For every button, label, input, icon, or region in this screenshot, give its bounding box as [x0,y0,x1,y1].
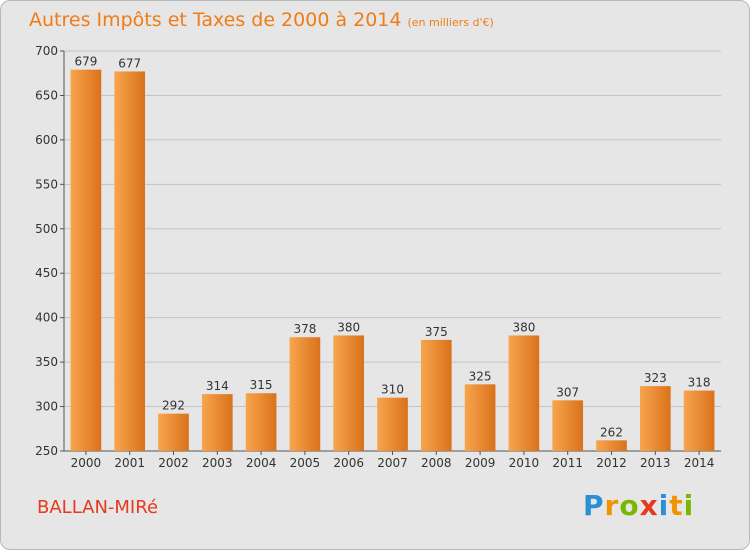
value-label: 677 [118,56,141,70]
logo-letter: x [639,489,659,522]
value-label: 262 [600,425,623,439]
x-tick-label: 2010 [509,456,540,470]
x-tick-label: 2003 [202,456,233,470]
value-label: 292 [162,399,185,413]
bar-2004 [245,393,277,451]
x-tick-label: 2006 [333,456,364,470]
bar-2003 [201,394,233,451]
bar-2002 [158,413,189,451]
bar-2008 [420,339,452,451]
bar-2013 [639,386,671,451]
bar-2000 [70,69,102,452]
x-tick-label: 2008 [421,456,452,470]
x-tick-label: 2009 [465,456,496,470]
x-tick-label: 2005 [290,456,321,470]
value-label: 314 [206,379,229,393]
bar-2006 [333,335,365,451]
value-label: 318 [688,376,711,390]
logo-letter: P [583,489,605,522]
y-tick-label: 350 [35,355,58,369]
chart-subtitle: (en milliers d'€) [407,16,494,29]
y-tick-label: 300 [35,400,58,414]
data-labels: 679 677 292 314 315 378 380 310 375 325 380 307 262 3… [74,55,710,440]
value-label: 378 [293,322,316,336]
proxiti-logo[interactable]: Proxiti [583,489,694,522]
y-tick-label: 600 [35,133,58,147]
value-label: 323 [644,371,667,385]
logo-letter: t [669,489,684,522]
bars [70,69,715,452]
y-tick-label: 650 [35,88,58,102]
y-tick-label: 400 [35,311,58,325]
bar-2012 [596,440,627,451]
logo-letter: r [604,489,620,522]
bar-2007 [377,397,408,451]
grid-lines [64,50,721,452]
bar-2009 [464,384,496,451]
value-label: 380 [512,320,535,334]
x-tick-label: 2002 [158,456,189,470]
bar-2005 [289,337,321,451]
bar-2001 [114,71,146,451]
bar-2010 [508,335,540,451]
bar-2011 [552,400,584,451]
x-tick-label: 2013 [640,456,671,470]
value-label: 679 [74,55,97,69]
value-label: 315 [250,378,273,392]
x-tick-label: 2012 [596,456,627,470]
y-tick-label: 700 [35,44,58,58]
chart-title: Autres Impôts et Taxes de 2000 à 2014 (en… [29,9,494,31]
x-tick-label: 2007 [377,456,408,470]
y-tick-label: 500 [35,222,58,236]
y-tick-label: 250 [35,444,58,458]
x-tick-label: 2011 [552,456,583,470]
chart-title-text: Autres Impôts et Taxes de 2000 à 2014 [29,9,402,31]
commune-name: BALLAN-MIRé [37,497,159,518]
logo-letter: i [658,489,670,522]
y-tick-label: 550 [35,177,58,191]
x-tick-label: 2000 [71,456,102,470]
bar-2014 [683,390,715,451]
value-label: 310 [381,383,404,397]
value-label: 307 [556,385,579,399]
logo-letter: i [683,489,695,522]
value-label: 375 [425,325,448,339]
x-tick-label: 2004 [246,456,277,470]
y-tick-label: 450 [35,266,58,280]
logo-letter: o [619,489,640,522]
x-tick-label: 2001 [114,456,145,470]
x-tick-label: 2014 [684,456,715,470]
value-label: 325 [469,369,492,383]
value-label: 380 [337,320,360,334]
